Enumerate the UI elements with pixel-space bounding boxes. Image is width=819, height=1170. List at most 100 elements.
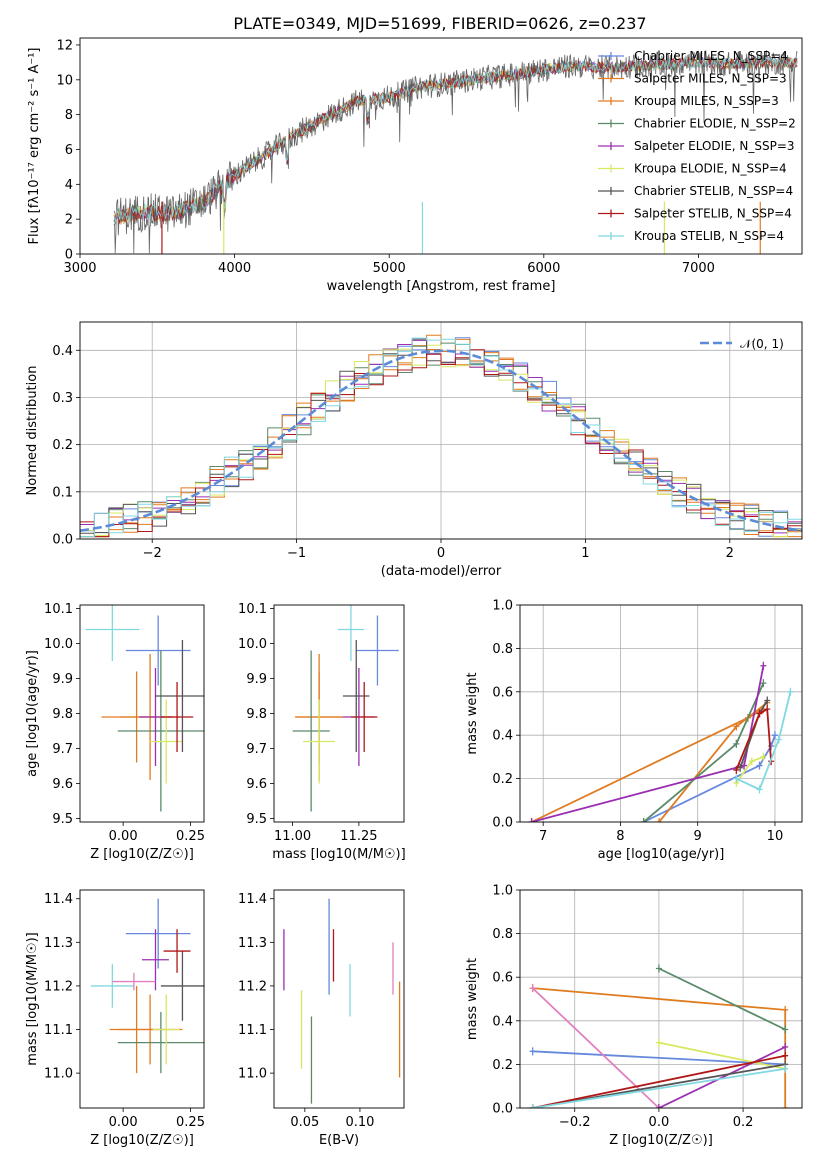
errorbar-point-7 — [155, 640, 204, 752]
panel-residuals: −2 −1 0 1 2 0.0 0.1 0.2 0.3 0.4 (data-model)/error… — [25, 321, 803, 579]
y-tick-label: 9.8 — [52, 707, 73, 722]
panel-mass-weight-vs-age: 7 8 9 10 0.0 0.2 0.4 0.6 0.8 1.0 age [log10(age/yr… — [465, 599, 803, 862]
legend: Chabrier MILES, N_SSP=4 Salpeter MILES, N… — [598, 49, 796, 243]
weight-line-9 — [532, 1067, 786, 1108]
y-tick-label: 9.9 — [52, 672, 73, 687]
x-axis-label: Z [log10(Z/Z☉)] — [90, 1133, 194, 1148]
weight-marker — [733, 774, 740, 783]
y-tick-label: 0.8 — [492, 642, 513, 657]
axes-frame — [79, 889, 205, 1109]
x-tick-label: 0.0 — [649, 1115, 670, 1130]
x-tick-label: 2 — [726, 546, 734, 561]
plot-area — [292, 605, 399, 812]
legend-label: Kroupa MILES, N_SSP=3 — [634, 94, 779, 108]
weight-marker — [529, 1104, 536, 1108]
y-tick-label: 11.4 — [238, 892, 267, 907]
weight-marker — [782, 1064, 789, 1073]
y-tick-label: 0.3 — [52, 391, 73, 406]
axes-frame — [79, 604, 205, 823]
x-tick-label: 0.00 — [109, 829, 138, 844]
weight-marker — [764, 705, 771, 714]
weight-line-5 — [531, 665, 765, 822]
y-tick-label: 9.5 — [52, 812, 73, 827]
y-tick-label: 0.0 — [492, 816, 513, 831]
y-tick-label: 0.4 — [492, 1014, 513, 1029]
weight-marker — [529, 1047, 536, 1056]
y-tick-label: 9.7 — [52, 742, 73, 757]
errorbar-point-8 — [163, 929, 191, 973]
y-tick-label: 0.6 — [492, 971, 513, 986]
x-axis-label: Z [log10(Z/Z☉)] — [609, 1133, 713, 1148]
weight-marker — [764, 696, 771, 705]
errorbar-point-1 — [356, 615, 399, 686]
x-tick-label: 0.00 — [109, 1115, 138, 1130]
legend-label: Kroupa ELODIE, N_SSP=4 — [634, 162, 787, 176]
x-axis-label: mass [log10(M/M☉)] — [272, 847, 405, 862]
x-tick-label: 7 — [539, 829, 547, 844]
plot-area — [85, 605, 204, 812]
x-tick-label: −2 — [143, 546, 162, 561]
legend-label: Salpeter MILES, N_SSP=3 — [634, 72, 787, 86]
x-tick-label: 6000 — [527, 261, 560, 276]
weight-marker — [528, 818, 535, 822]
panel-mass-vs-Z: 0.00 0.25 11.0 11.1 11.2 11.3 11.4 Z [log10(Z/Z… — [25, 889, 205, 1148]
y-tick-label: 9.6 — [246, 777, 267, 792]
weight-line-3 — [531, 708, 764, 822]
axes-frame — [273, 889, 405, 1109]
x-tick-label: 10 — [767, 829, 784, 844]
axes-frame — [519, 604, 803, 823]
weight-marker — [782, 1005, 789, 1014]
x-axis-label: wavelength [Angstrom, rest frame] — [327, 279, 556, 294]
x-tick-label: 0.05 — [290, 1115, 319, 1130]
errorbar-point-7 — [160, 951, 204, 1021]
weight-line-1 — [532, 1050, 786, 1066]
y-tick-label: 11.2 — [238, 979, 267, 994]
y-tick-label: 1.0 — [492, 599, 513, 614]
x-tick-label: 7000 — [682, 261, 715, 276]
errorbar-point-1 — [125, 898, 191, 969]
y-tick-label: 1.0 — [492, 884, 513, 899]
errorbar-point-8 — [350, 682, 378, 752]
plot-area — [80, 334, 802, 539]
weight-marker — [782, 1025, 789, 1034]
y-tick-label: 6 — [65, 143, 73, 158]
weight-marker — [737, 763, 744, 772]
panel-age-vs-mass: 11.00 11.25 9.5 9.6 9.7 9.8 9.9 10.0 10.1 mass [l… — [238, 602, 406, 862]
weight-marker — [741, 761, 748, 770]
weight-line-4 — [658, 967, 786, 1031]
errorbar-point-6 — [152, 994, 180, 1065]
weight-line-8 — [532, 1054, 786, 1108]
y-tick-label: 0.6 — [492, 685, 513, 700]
x-axis-label: E(B-V) — [319, 1133, 359, 1148]
weight-marker — [760, 752, 767, 761]
weight-line-9 — [735, 691, 792, 791]
y-tick-label: 11.0 — [44, 1067, 73, 1082]
histogram-series-8 — [80, 349, 802, 539]
y-tick-label: 10.1 — [238, 602, 267, 617]
weight-marker — [733, 765, 740, 774]
x-tick-label: 0.10 — [345, 1115, 374, 1130]
weight-marker — [760, 661, 767, 670]
y-tick-label: 9.9 — [246, 672, 267, 687]
x-tick-label: 11.00 — [274, 829, 311, 844]
weight-marker — [756, 709, 763, 718]
plot-area — [528, 661, 794, 822]
x-axis-label: age [log10(age/yr)] — [598, 847, 725, 862]
legend-label: Chabrier ELODIE, N_SSP=2 — [634, 117, 796, 131]
x-tick-label: 0.25 — [176, 829, 205, 844]
weight-marker — [782, 1042, 789, 1051]
y-tick-label: 0.4 — [492, 729, 513, 744]
errorbar-point-4 — [117, 1012, 204, 1074]
legend-label: 𝒩(0, 1) — [740, 337, 784, 351]
weight-marker — [529, 984, 536, 993]
y-tick-label: 2 — [65, 213, 73, 228]
x-tick-label: 0.2 — [733, 1115, 754, 1130]
y-tick-label: 9.7 — [246, 742, 267, 757]
legend-label: Kroupa STELIB, N_SSP=4 — [634, 229, 784, 243]
spectrum-line-8 — [113, 56, 798, 224]
weight-marker — [782, 1104, 789, 1108]
weight-marker — [733, 739, 740, 748]
axes-frame — [79, 321, 803, 540]
errorbar-point-9 — [85, 605, 140, 661]
y-axis-label: Flux [fλ10⁻¹⁷ erg cm⁻² s⁻¹ A⁻¹] — [27, 48, 42, 245]
